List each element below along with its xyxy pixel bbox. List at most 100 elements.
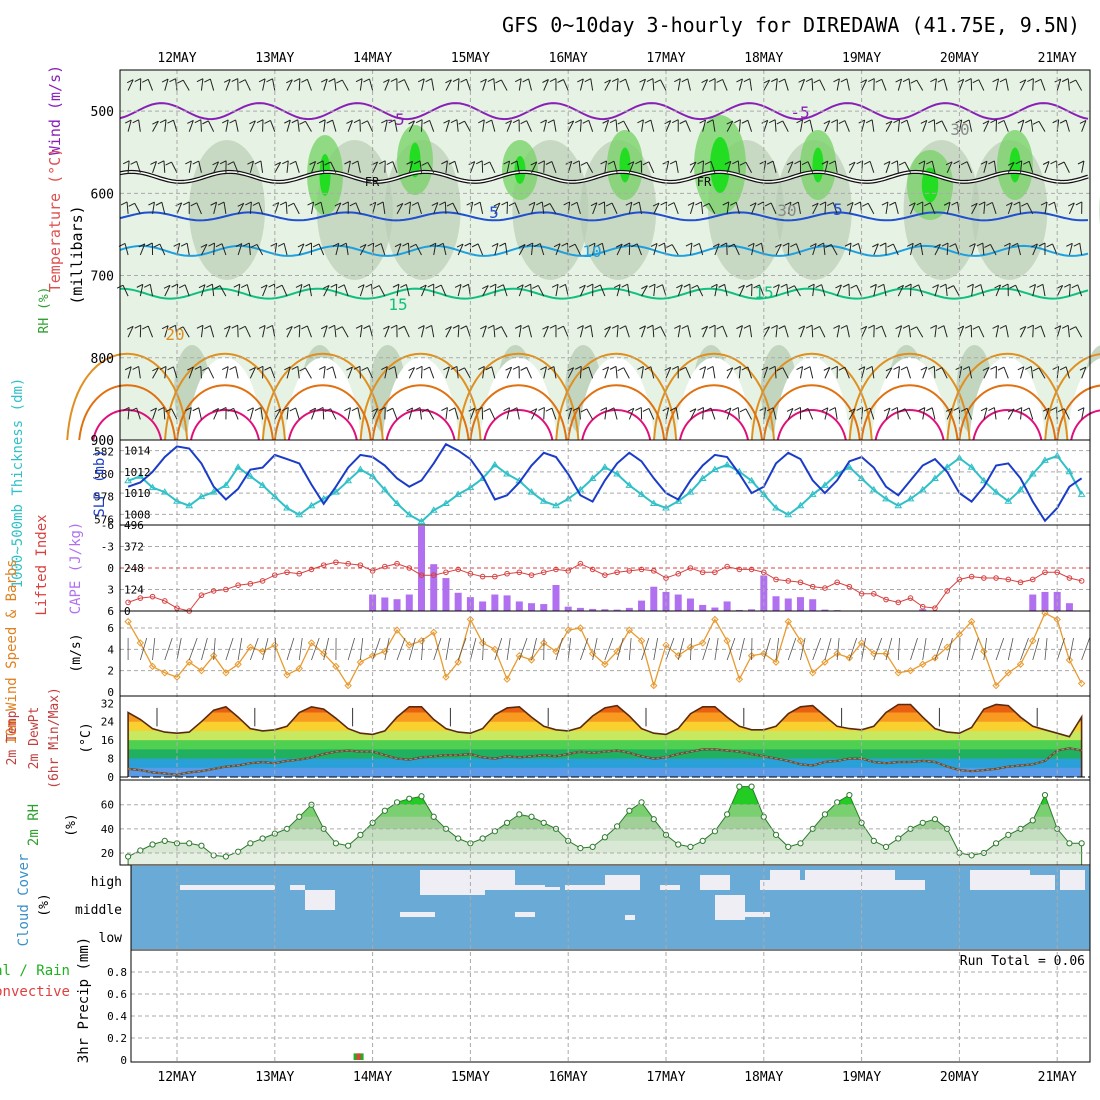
wind-barb-flag: [999, 324, 1007, 329]
cape-bar: [686, 598, 694, 611]
wind-barb: [1052, 243, 1058, 256]
thickness-marker: [209, 488, 218, 495]
wind-barb: [526, 367, 532, 379]
wind-barb-flag: [710, 283, 718, 288]
wind-barb: [794, 285, 801, 297]
wind-barb-flag: [730, 201, 737, 206]
axis-title: 2m RH: [26, 804, 42, 846]
wind-barb-flag: [617, 120, 624, 125]
wind-barb-flag: [503, 160, 510, 165]
wind-barb-flag: [1009, 284, 1016, 289]
rh-marker: [345, 842, 352, 849]
wind10-barb: [164, 637, 173, 661]
wind-barb-flag: [666, 244, 673, 249]
wind-barb: [482, 78, 487, 91]
cape-bar: [809, 599, 817, 611]
wind-barb: [516, 407, 520, 420]
wind-barb: [543, 160, 545, 173]
wind-barb: [147, 325, 154, 338]
wind-barb-flag: [357, 284, 365, 289]
wind-barb-flag: [256, 365, 264, 370]
wind-barb: [1042, 284, 1046, 297]
wind-barb-flag: [374, 243, 382, 248]
wind-barb-flag: [1001, 283, 1009, 288]
wind-barb-flag: [330, 283, 337, 288]
wind-barb: [812, 202, 819, 215]
rh-marker: [699, 837, 706, 844]
wind-barb-flag: [361, 367, 368, 371]
wind-barb-flag: [1064, 283, 1071, 288]
cape-bar: [418, 526, 425, 611]
thickness-marker: [490, 460, 499, 468]
wind-speed-line: [127, 612, 1083, 688]
li-marker: [492, 573, 498, 580]
thickness-marker: [625, 481, 634, 488]
wind-barb-flag: [693, 243, 700, 247]
wind10-barb: [836, 637, 840, 661]
wind-barb-flag: [962, 366, 970, 371]
cloud-gap: [515, 885, 545, 890]
wind-barb-flag: [204, 78, 211, 83]
wind-barb-flag: [960, 407, 968, 412]
wind-barb-flag: [809, 243, 817, 247]
date-label-bottom: 14MAY: [353, 1070, 392, 1085]
wind-barb-flag: [994, 284, 1001, 289]
wind-barb: [722, 325, 728, 338]
wind-barb-flag: [969, 243, 976, 248]
wind-barb-flag: [1079, 366, 1087, 371]
wind-barb: [164, 285, 171, 297]
wind-barb-flag: [739, 161, 747, 166]
wind-barb-flag: [388, 119, 395, 124]
wind-barb: [516, 160, 520, 173]
wind-barb: [1032, 78, 1034, 91]
isotherm-arch-20: [359, 352, 482, 441]
wind-barb-flag: [951, 201, 958, 206]
wind10-barb: [763, 637, 771, 661]
wind-barb: [1038, 367, 1046, 379]
wind-barb-flag: [997, 366, 1005, 371]
wind-barb-flag: [460, 78, 467, 83]
wind-barb: [396, 243, 402, 256]
wind-barb-flag: [386, 407, 393, 412]
wind-barb-flag: [212, 408, 219, 412]
wind-barb-flag: [316, 407, 324, 411]
wind-barb-flag: [771, 78, 778, 83]
wind-barb: [456, 119, 459, 132]
wind-barb-flag: [289, 407, 296, 412]
wind-barb-flag: [920, 366, 928, 371]
wind-barb-flag: [988, 160, 995, 165]
wind-barb-flag: [540, 366, 547, 371]
wind-barb: [173, 120, 178, 132]
wind-barb: [784, 325, 789, 338]
wind-barb: [518, 244, 526, 256]
wind-barb-flag: [868, 78, 875, 83]
wind-barb: [445, 120, 450, 132]
wind-barb: [747, 366, 753, 379]
wind-barb-flag: [1068, 202, 1075, 207]
wind-barb-flag: [741, 366, 749, 371]
wind-barb-flag: [307, 201, 314, 206]
wind-barb-flag: [844, 242, 852, 247]
wind-barb-flag: [443, 366, 450, 371]
wind-barb-flag: [674, 78, 681, 83]
wind-barb-flag: [223, 78, 231, 83]
wind-barb-flag: [912, 284, 919, 289]
wind-barb: [334, 325, 337, 338]
wind-barb: [836, 284, 842, 297]
wind-barb-flag: [607, 407, 615, 412]
li-tick: -6: [101, 519, 114, 532]
wind-barb-flag: [275, 284, 283, 289]
wind-barb-flag: [165, 408, 172, 413]
cape-bar: [528, 603, 536, 611]
wind-barb: [690, 408, 697, 420]
wind-barb: [738, 78, 743, 91]
wind-barb: [427, 408, 435, 420]
thickness-marker: [674, 497, 683, 504]
wind-barb: [836, 325, 840, 338]
wind-barb: [710, 407, 716, 420]
wind-barb-flag: [305, 242, 312, 247]
wind-barb-flag: [838, 366, 846, 371]
date-label-top: 16MAY: [549, 51, 588, 66]
wind-barb-flag: [194, 119, 202, 124]
